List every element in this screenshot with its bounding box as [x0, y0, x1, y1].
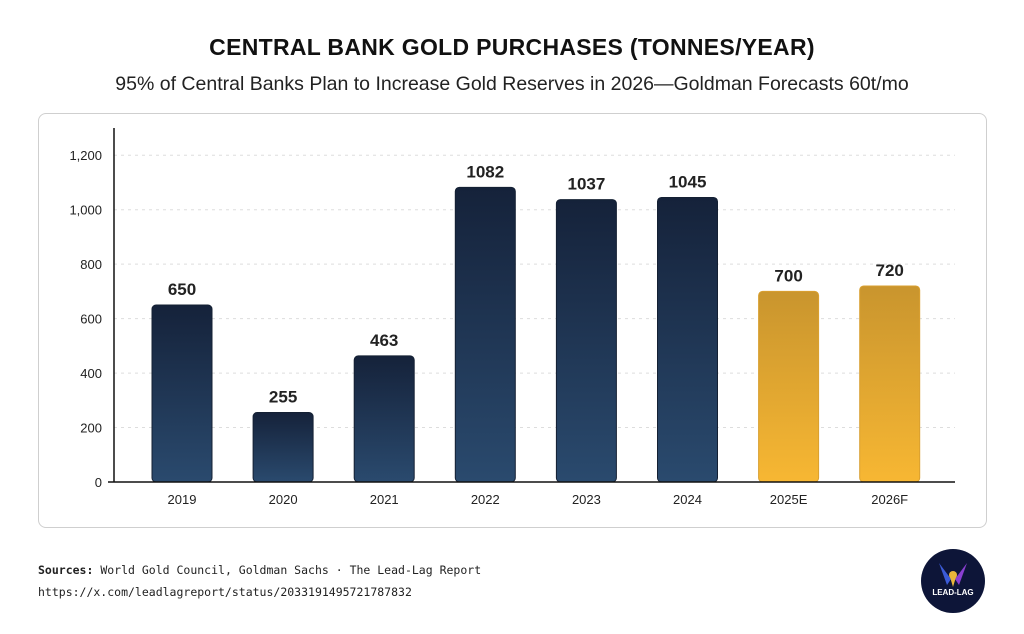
chart-title: CENTRAL BANK GOLD PURCHASES (TONNES/YEAR… — [209, 34, 815, 60]
source-url: https://x.com/leadlagreport/status/20331… — [38, 585, 412, 599]
x-tick-label: 2022 — [471, 492, 500, 507]
bar-2021 — [353, 355, 415, 483]
x-tick-label: 2023 — [572, 492, 601, 507]
y-tick-label: 0 — [95, 475, 102, 490]
eagle-icon: LEAD-LAG — [932, 563, 974, 597]
x-tick-label: 2019 — [168, 492, 197, 507]
data-label: 650 — [168, 280, 196, 299]
bar-2025E — [758, 290, 820, 483]
bar-2026F — [859, 285, 921, 483]
lead-lag-logo: LEAD-LAG — [921, 549, 985, 613]
chart-subtitle: 95% of Central Banks Plan to Increase Go… — [115, 73, 909, 95]
sources-label: Sources: — [38, 563, 94, 577]
data-label: 463 — [370, 331, 398, 350]
svg-text:LEAD-LAG: LEAD-LAG — [932, 588, 973, 597]
y-tick-label: 600 — [80, 312, 102, 327]
bar-2020 — [252, 412, 314, 483]
bar-2022 — [454, 186, 516, 483]
y-tick-label: 800 — [80, 257, 102, 272]
bar-2019 — [151, 304, 213, 483]
x-tick-label: 2020 — [269, 492, 298, 507]
x-tick-label: 2024 — [673, 492, 702, 507]
data-label: 700 — [774, 266, 802, 285]
y-tick-label: 1,200 — [69, 148, 102, 163]
x-tick-label: 2025E — [770, 492, 808, 507]
data-label: 255 — [269, 388, 297, 407]
bar-2023 — [555, 199, 617, 483]
chart-card — [38, 113, 987, 528]
sources-line: Sources: World Gold Council, Goldman Sac… — [38, 563, 481, 577]
y-tick-label: 200 — [80, 421, 102, 436]
data-label: 1045 — [669, 172, 707, 191]
data-label: 1082 — [466, 162, 504, 181]
y-tick-label: 1,000 — [69, 203, 102, 218]
data-label: 720 — [876, 261, 904, 280]
x-tick-label: 2021 — [370, 492, 399, 507]
data-label: 1037 — [567, 175, 605, 194]
bar-2024 — [657, 196, 718, 483]
x-tick-label: 2026F — [871, 492, 908, 507]
y-tick-label: 400 — [80, 366, 102, 381]
sources-text: World Gold Council, Goldman Sachs · The … — [93, 563, 482, 577]
